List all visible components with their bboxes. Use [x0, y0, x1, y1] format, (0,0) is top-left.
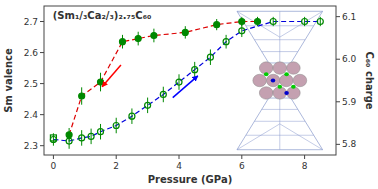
y-tick-label: 2.5	[24, 79, 38, 89]
point	[79, 135, 85, 141]
y-tick-label: 2.3	[24, 141, 38, 151]
diamond-facet	[246, 25, 314, 26]
fullerene-ball	[287, 62, 301, 74]
diamond-facet	[237, 11, 280, 37]
y-axis-label: Sm valence	[3, 48, 14, 113]
diamond-facet	[262, 51, 298, 52]
chart: 0 2 4 6 8 2.3 2.4 2.5 2.6 2.7 5.8 5.9 6.0 6.1 Pressure…	[0, 0, 378, 189]
x-tick-label: 2	[113, 161, 119, 171]
diamond-facet	[254, 39, 305, 40]
point	[302, 19, 308, 25]
point	[239, 28, 245, 34]
y-tick-label: 2.6	[24, 48, 39, 58]
point	[207, 54, 213, 60]
dopant-atom	[284, 91, 289, 95]
x-tick	[116, 155, 117, 159]
x-tick	[53, 155, 54, 159]
diamond-facet	[280, 11, 323, 37]
y2-tick-label: 5.8	[342, 139, 357, 149]
point	[135, 36, 141, 42]
point	[129, 113, 135, 119]
dopant-atom	[271, 78, 276, 82]
y-tick-label: 2.7	[24, 17, 38, 27]
point	[151, 32, 157, 38]
y2-tick	[336, 59, 340, 60]
diamond-facet	[254, 121, 305, 122]
point	[176, 79, 182, 85]
dopant-atom	[278, 85, 283, 89]
y2-tick	[336, 16, 340, 17]
fullerene-ball	[293, 74, 307, 86]
x-tick	[179, 155, 180, 159]
arrow	[173, 76, 198, 98]
point	[113, 123, 119, 129]
point	[160, 91, 166, 97]
y-tick	[40, 114, 44, 115]
fullerene-ball	[273, 62, 287, 74]
y2-tick-label: 6.0	[342, 54, 357, 64]
point	[98, 129, 104, 135]
dopant-atom	[291, 85, 296, 89]
series-line	[53, 22, 320, 142]
series-line	[69, 22, 257, 135]
y2-tick-label: 5.9	[342, 97, 357, 107]
x-axis-label: Pressure (GPa)	[148, 174, 232, 185]
diamond-outline	[237, 11, 323, 63]
point	[192, 67, 198, 73]
y2-axis-label: C₆₀ charge	[364, 51, 375, 109]
x-tick-label: 6	[239, 161, 245, 171]
point	[317, 19, 323, 25]
diamond-facet	[237, 124, 280, 150]
point	[66, 138, 72, 144]
point	[214, 22, 220, 28]
y-tick-label: 2.4	[24, 110, 39, 120]
point	[98, 79, 104, 85]
diamond-facet	[280, 124, 323, 150]
point	[223, 39, 229, 45]
point	[270, 19, 276, 25]
point	[119, 39, 125, 45]
point	[182, 29, 188, 35]
x-tick	[304, 155, 305, 159]
plot-background	[44, 6, 336, 155]
x-tick	[241, 155, 242, 159]
x-tick-label: 0	[51, 161, 57, 171]
fullerene-ball	[266, 74, 280, 86]
diamond-facet	[262, 109, 298, 110]
x-tick-label: 4	[176, 161, 182, 171]
point	[145, 102, 151, 108]
diamond-outline	[237, 98, 323, 150]
y2-tick-label: 6.1	[342, 12, 356, 22]
plot-frame	[44, 6, 336, 155]
y2-tick	[336, 101, 340, 102]
point	[239, 19, 245, 25]
y-tick	[40, 83, 44, 84]
point	[88, 133, 94, 139]
diamond-anvil-cell	[237, 11, 323, 149]
point	[255, 19, 261, 25]
point	[79, 93, 85, 99]
x-tick-label: 8	[302, 161, 308, 171]
dopant-atom	[284, 72, 289, 76]
y-tick	[40, 52, 44, 53]
fullerene-ball	[253, 74, 267, 86]
point	[50, 135, 56, 141]
y-tick	[40, 21, 44, 22]
title: (Sm₁/₃Ca₂/₃)₂.₇₅C₆₀	[53, 10, 152, 21]
arrow	[102, 65, 121, 87]
fullerene-ball	[259, 87, 273, 99]
plot-data	[50, 17, 323, 149]
diamond-facet	[246, 135, 314, 136]
y-tick	[40, 145, 44, 146]
dopant-atom	[264, 72, 269, 76]
y2-tick	[336, 144, 340, 145]
